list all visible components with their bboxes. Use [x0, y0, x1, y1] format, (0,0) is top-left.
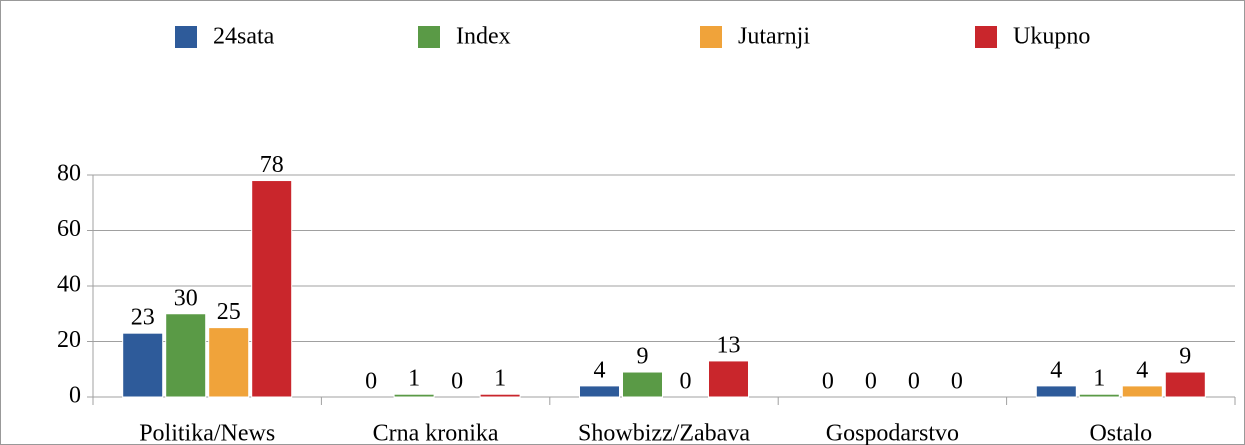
data-label: 0	[951, 369, 963, 395]
legend-label: Index	[456, 24, 511, 50]
data-label: 0	[822, 369, 834, 395]
bar	[1121, 385, 1163, 398]
data-label: 0	[365, 369, 377, 395]
bar	[1078, 393, 1120, 398]
data-label: 4	[594, 357, 606, 383]
bar	[708, 360, 749, 398]
y-tick-label: 60	[57, 216, 81, 242]
data-label: 30	[174, 285, 198, 311]
x-tick-label: Crna kronika	[373, 421, 499, 445]
legend-swatch	[418, 26, 440, 48]
data-label: 0	[865, 369, 877, 395]
data-label: 0	[680, 369, 692, 395]
data-label: 0	[451, 369, 463, 395]
bar	[622, 371, 663, 398]
legend-swatch	[175, 26, 197, 48]
bar	[1164, 371, 1206, 398]
legend-label: 24sata	[213, 24, 275, 50]
x-tick-label: Gospodarstvo	[826, 421, 959, 445]
bar	[393, 393, 435, 398]
data-label: 78	[260, 152, 284, 178]
bar	[479, 393, 521, 398]
y-tick-label: 20	[57, 327, 81, 353]
data-label: 9	[637, 344, 649, 370]
legend-swatch	[700, 26, 722, 48]
x-tick-label: Ostalo	[1089, 421, 1152, 445]
bar	[165, 313, 207, 398]
data-label: 23	[131, 305, 155, 331]
bar	[1035, 385, 1077, 398]
bar	[208, 327, 250, 398]
data-label: 1	[408, 366, 420, 392]
bar	[579, 385, 620, 398]
data-label: 4	[1136, 357, 1148, 383]
legend-label: Jutarnji	[738, 24, 810, 50]
y-tick-label: 0	[69, 383, 81, 409]
data-label: 0	[908, 369, 920, 395]
data-label: 1	[1093, 366, 1105, 392]
x-tick-label: Showbizz/Zabava	[578, 421, 750, 445]
bar	[251, 180, 293, 398]
data-label: 9	[1179, 344, 1191, 370]
data-label: 4	[1050, 357, 1062, 383]
x-tick-label: Politika/News	[139, 421, 275, 445]
data-label: 1	[494, 366, 506, 392]
bar	[122, 332, 164, 398]
legend-swatch	[975, 26, 997, 48]
y-tick-label: 40	[57, 272, 81, 298]
y-tick-label: 80	[57, 161, 81, 187]
data-label: 25	[217, 299, 241, 325]
legend-label: Ukupno	[1013, 24, 1090, 50]
data-label: 13	[717, 332, 741, 358]
